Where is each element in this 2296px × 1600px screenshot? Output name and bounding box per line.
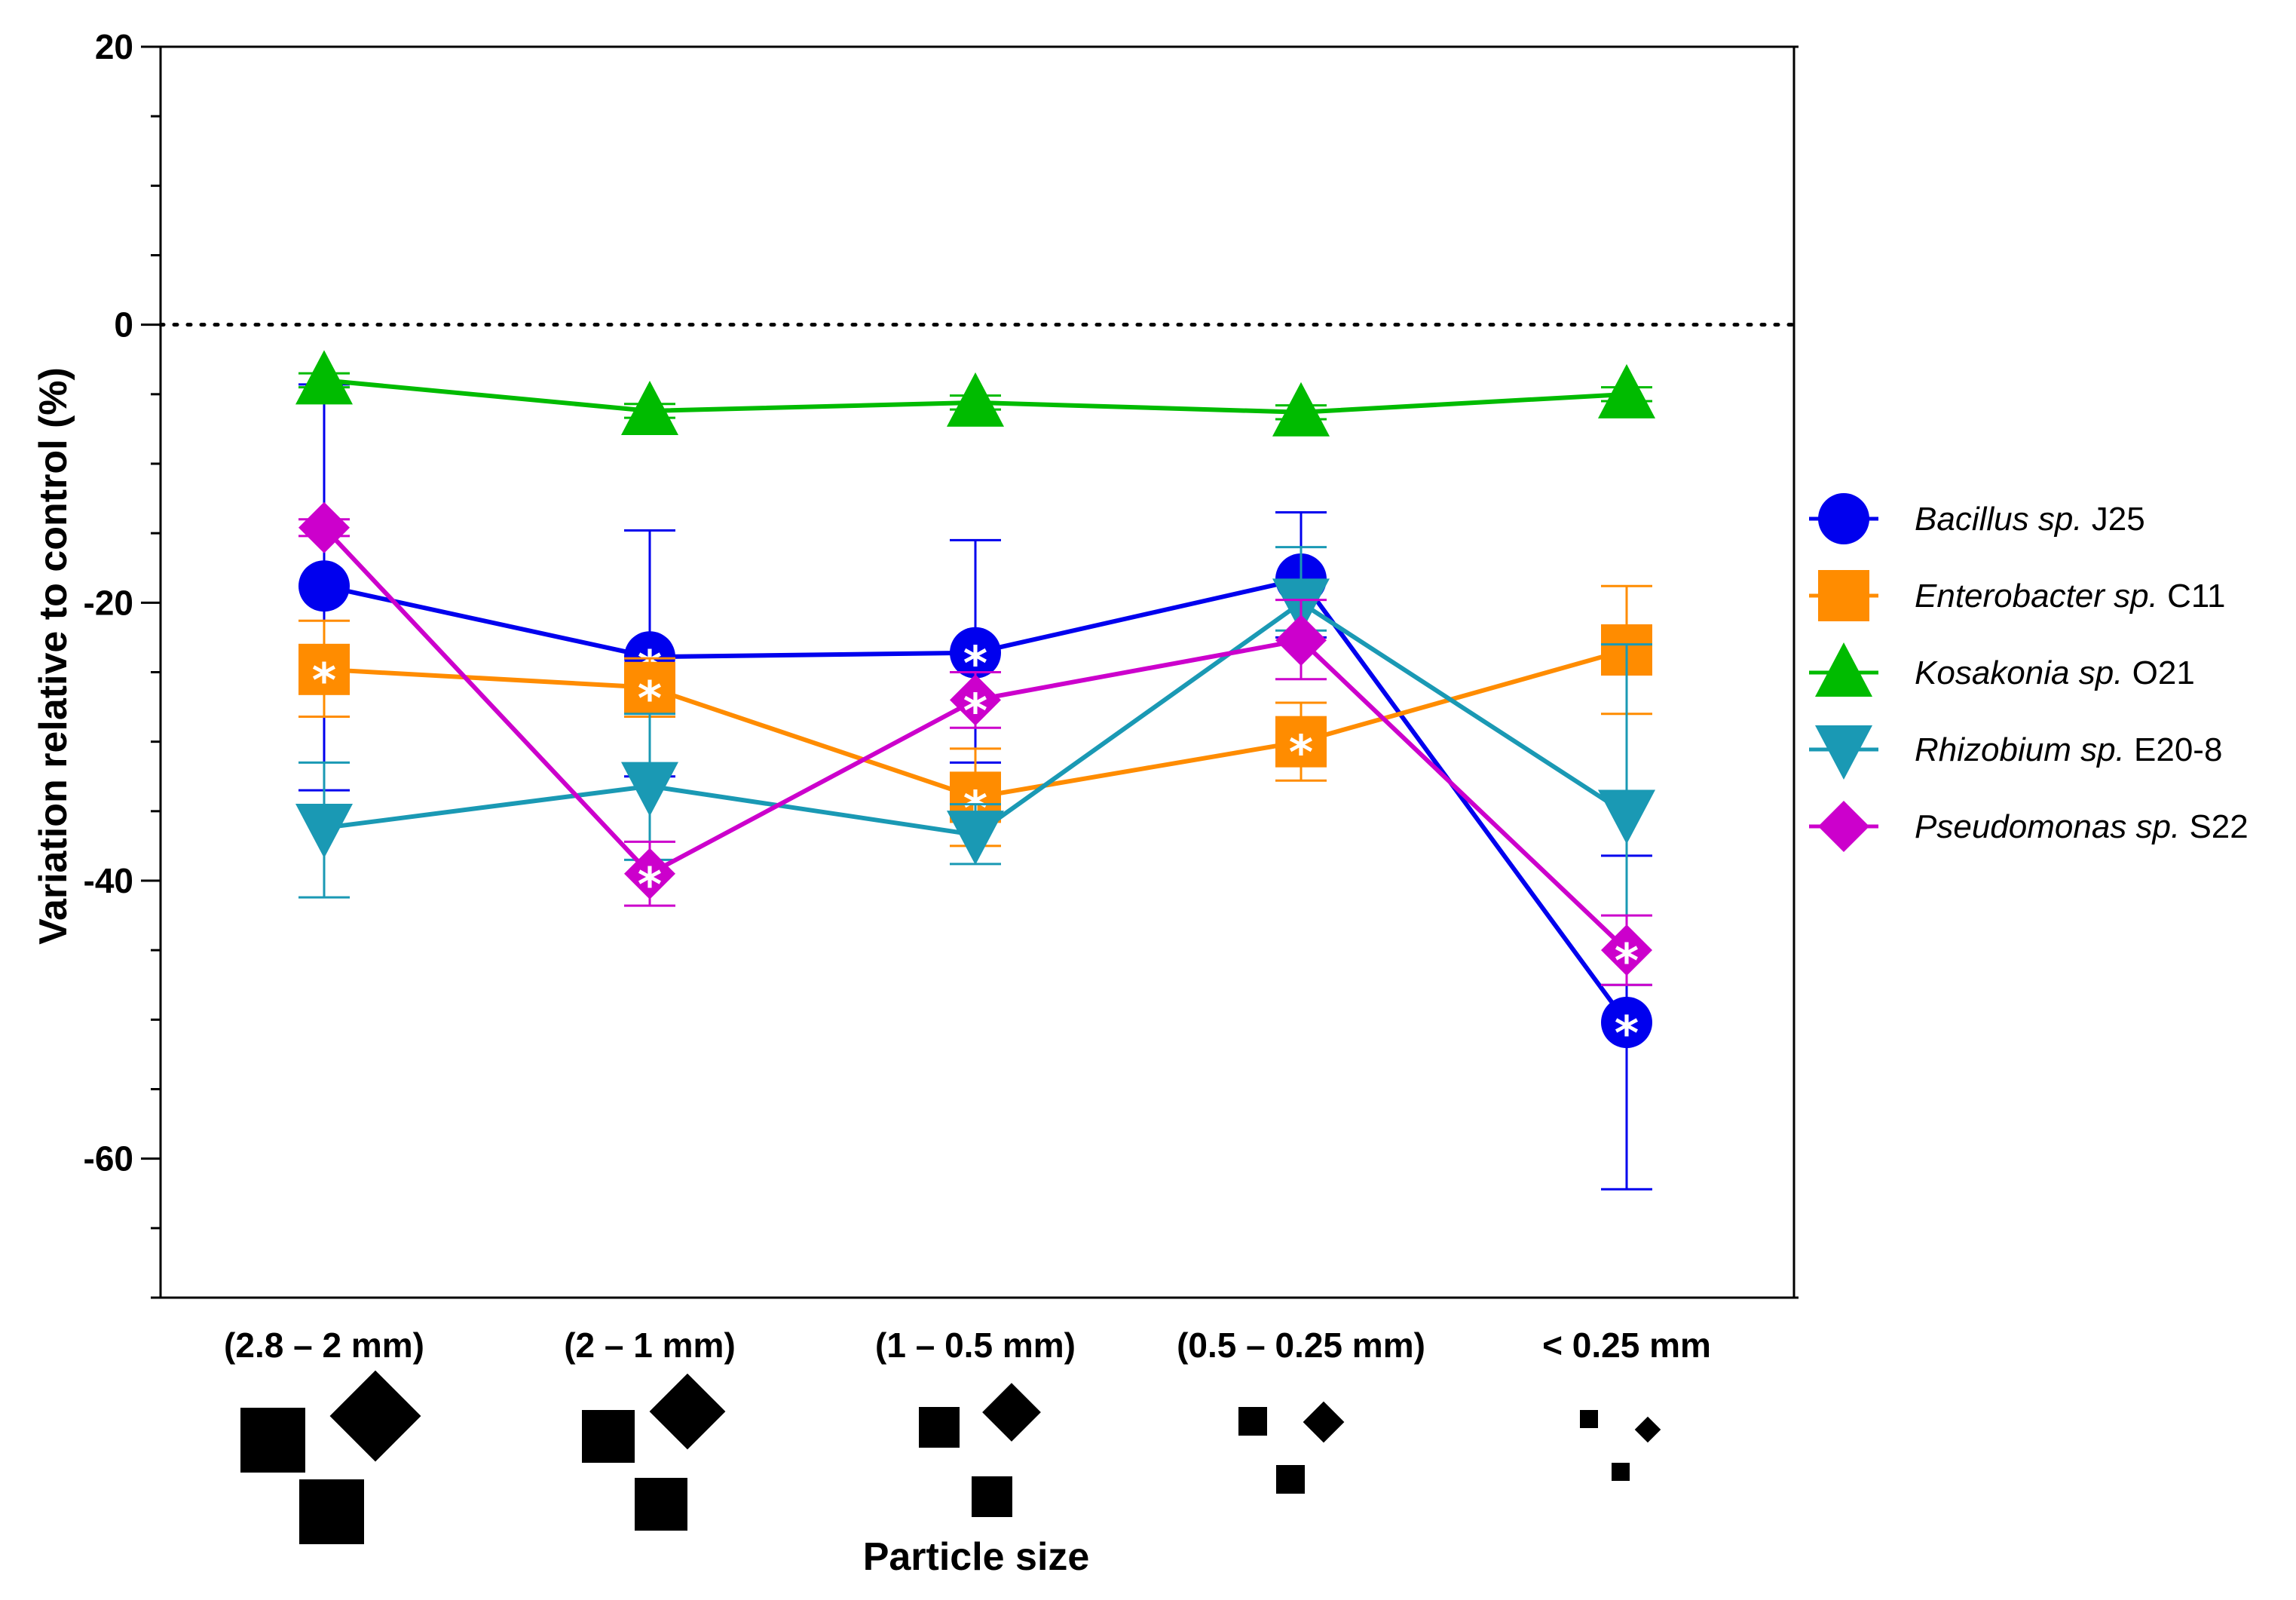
particle-diamond <box>1303 1401 1345 1443</box>
data-point <box>298 643 350 695</box>
data-point <box>1601 924 1652 976</box>
legend-species: Kosakonia sp. <box>1915 654 2132 691</box>
particle-size-icon <box>1580 1410 1661 1481</box>
y-tick-label: -40 <box>84 861 133 900</box>
particle-square <box>1612 1463 1630 1481</box>
axes: 20 0 -20 -40 -60 <box>84 27 1799 1299</box>
legend-species: Rhizobium sp. <box>1915 731 2134 768</box>
significance-marker: * <box>1615 933 1639 989</box>
legend-item: Bacillus sp. J25 <box>1809 493 2145 544</box>
particle-square <box>1238 1407 1267 1436</box>
category-label: (1 – 0.5 mm) <box>875 1326 1076 1365</box>
data-point <box>1272 382 1330 437</box>
y-axis-title: Variation relative to control (%) <box>32 367 75 945</box>
y-tick-label: -60 <box>84 1139 133 1179</box>
x-axis-title: Particle size <box>863 1535 1090 1579</box>
particle-square <box>972 1476 1012 1517</box>
data-point <box>295 803 353 858</box>
legend-species: Enterobacter sp. <box>1915 578 2167 615</box>
data-point <box>624 661 675 713</box>
significance-marker: * <box>638 857 662 912</box>
data-point <box>947 372 1004 427</box>
significance-marker: * <box>312 653 336 708</box>
y-tick-label: 0 <box>114 305 133 345</box>
data-point <box>1275 716 1327 768</box>
particle-size-icon <box>1238 1401 1345 1494</box>
legend-strain: C11 <box>2167 578 2225 615</box>
data-point <box>1275 615 1327 667</box>
significance-marker: * <box>1289 725 1313 780</box>
series-s22: * * * <box>298 501 1652 989</box>
data-point <box>624 848 675 900</box>
data-point <box>947 811 1004 866</box>
significance-marker: * <box>1615 1006 1639 1061</box>
legend-item: Enterobacter sp. C11 <box>1809 570 2226 621</box>
significance-marker: * <box>963 683 987 738</box>
legend-item: Kosakonia sp. O21 <box>1809 642 2195 697</box>
series-e20-8 <box>295 546 1655 986</box>
particle-square <box>1276 1465 1305 1494</box>
particle-square <box>635 1478 687 1531</box>
legend-strain: E20-8 <box>2134 731 2222 768</box>
legend-label: Bacillus sp. J25 <box>1915 501 2145 538</box>
particle-size-icon <box>919 1383 1041 1517</box>
particle-square <box>240 1408 305 1473</box>
y-tick-label: -20 <box>84 583 133 622</box>
legend-item: Rhizobium sp. E20-8 <box>1809 725 2222 780</box>
data-point <box>1598 789 1655 844</box>
legend-strain: O21 <box>2132 654 2195 691</box>
category-label: < 0.25 mm <box>1542 1326 1711 1365</box>
legend-strain: J25 <box>2092 501 2145 538</box>
particle-size-icon <box>240 1370 421 1544</box>
data-point <box>298 501 350 553</box>
data-point <box>1815 725 1872 780</box>
legend-species: Pseudomonas sp. <box>1915 808 2189 845</box>
particle-square <box>299 1479 364 1544</box>
data-point <box>621 762 678 817</box>
category-label: (2.8 – 2 mm) <box>224 1326 424 1365</box>
category-label: (0.5 – 0.25 mm) <box>1177 1326 1425 1365</box>
particle-square <box>1580 1410 1598 1428</box>
data-point <box>1818 570 1869 621</box>
legend-species: Bacillus sp. <box>1915 501 2092 538</box>
category-label: (2 – 1 mm) <box>564 1326 736 1365</box>
particle-diamond <box>1634 1416 1661 1443</box>
data-point <box>1818 801 1869 852</box>
particle-diamond <box>982 1383 1041 1442</box>
legend-item: Pseudomonas sp. S22 <box>1809 801 2249 852</box>
series-o21 <box>295 350 1655 437</box>
data-point <box>1601 997 1652 1049</box>
particle-diamond <box>649 1373 726 1450</box>
particle-square <box>919 1407 960 1448</box>
legend: Bacillus sp. J25 Enterobacter sp. C11 Kosa… <box>1809 493 2249 852</box>
data-point <box>950 627 1001 679</box>
particle-diamond <box>329 1370 421 1462</box>
data-point <box>621 380 678 435</box>
y-tick-label: 20 <box>95 27 133 66</box>
data-point <box>295 350 353 405</box>
data-point <box>298 560 350 612</box>
series-layer: ********** <box>295 350 1655 1191</box>
legend-label: Enterobacter sp. C11 <box>1915 578 2226 615</box>
particle-square <box>582 1410 635 1463</box>
data-point <box>1818 493 1869 544</box>
legend-strain: S22 <box>2189 808 2248 845</box>
legend-label: Rhizobium sp. E20-8 <box>1915 731 2222 768</box>
data-point <box>950 674 1001 726</box>
data-point <box>1815 642 1872 697</box>
legend-label: Kosakonia sp. O21 <box>1915 654 2195 691</box>
legend-label: Pseudomonas sp. S22 <box>1915 808 2249 845</box>
particle-size-icon <box>582 1373 726 1531</box>
category-axis: (2.8 – 2 mm) (2 – 1 mm) (1 – 0.5 mm) (0.5 –… <box>224 1326 1711 1544</box>
data-point <box>1598 363 1655 418</box>
